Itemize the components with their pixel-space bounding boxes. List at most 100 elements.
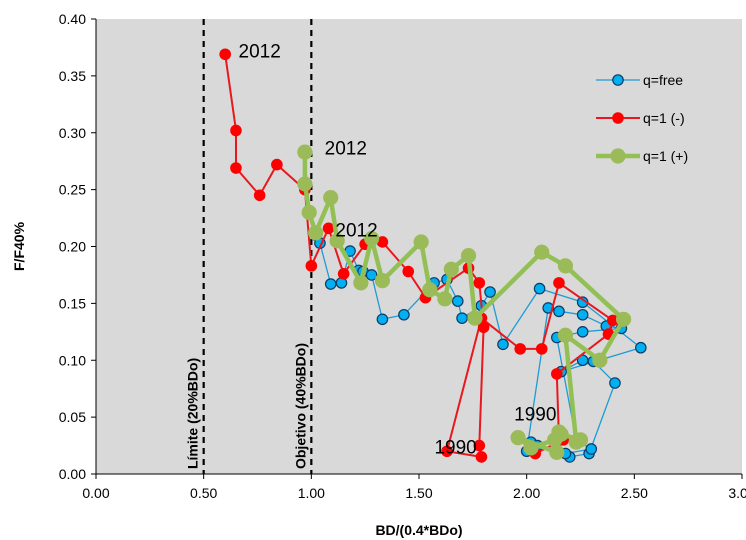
legend-marker <box>612 74 624 86</box>
data-point <box>230 124 242 137</box>
data-point <box>230 162 242 174</box>
data-point <box>576 326 589 338</box>
data-point <box>301 204 317 220</box>
data-point <box>324 278 337 290</box>
data-point <box>533 282 546 295</box>
legend-label: q=1 (+) <box>643 148 688 164</box>
y-tick-label: 0.15 <box>59 295 86 311</box>
x-tick-label: 0.00 <box>82 485 109 501</box>
data-point <box>585 443 598 455</box>
annotations: 2012 2012 2012 1990 1990 <box>239 42 557 459</box>
data-point <box>329 233 345 249</box>
data-point <box>297 144 313 160</box>
data-point <box>473 277 486 289</box>
data-point <box>497 338 509 351</box>
y-axis-title: F/F40% <box>11 221 27 271</box>
y-tick-label: 0.05 <box>59 409 86 425</box>
legend-label: q=1 (-) <box>643 110 685 126</box>
annotation: 2012 <box>239 42 281 63</box>
y-tick-label: 0.20 <box>59 239 86 255</box>
data-point <box>607 314 619 327</box>
data-point <box>451 295 464 307</box>
data-point <box>402 265 415 278</box>
data-point <box>549 444 565 460</box>
y-tick-label: 0.40 <box>59 11 86 27</box>
data-point <box>553 305 565 318</box>
data-point <box>514 343 527 355</box>
data-point <box>576 308 589 321</box>
x-tick-label: 1.00 <box>298 485 325 501</box>
data-point <box>353 275 369 291</box>
legend: q=free q=1 (-) q=1 (+) <box>596 72 688 164</box>
data-point <box>535 343 548 355</box>
annotation: 1990 <box>514 405 556 426</box>
x-tick-label: 3.00 <box>728 485 746 501</box>
data-point <box>337 268 350 280</box>
y-tick-label: 0.30 <box>59 125 86 141</box>
data-point <box>422 282 438 298</box>
data-point <box>443 261 459 277</box>
y-tick-label: 0.00 <box>59 466 86 482</box>
data-point <box>376 236 389 248</box>
data-point <box>557 258 574 274</box>
data-point <box>467 310 483 326</box>
data-point <box>609 377 621 389</box>
data-point <box>441 445 453 458</box>
legend-marker <box>612 112 624 124</box>
data-point <box>413 234 429 250</box>
data-point <box>271 158 283 171</box>
y-tick-label: 0.10 <box>59 352 86 368</box>
data-point <box>510 430 526 446</box>
x-tick-label: 0.50 <box>190 485 217 501</box>
data-point <box>615 311 632 327</box>
data-point <box>475 451 488 463</box>
data-point <box>365 269 378 281</box>
data-point <box>219 48 231 61</box>
y-tick-label: 0.25 <box>59 182 86 198</box>
reference-line-label: Objetivo (40%BDo) <box>292 343 308 469</box>
annotation: 2012 <box>335 220 377 241</box>
data-point <box>364 230 380 247</box>
data-point <box>477 321 490 334</box>
x-tick-label: 1.50 <box>405 485 432 501</box>
data-point <box>634 341 647 354</box>
data-point <box>460 248 477 264</box>
reference-lines: Límite (20%BDo) Objetivo (40%BDo) <box>185 19 313 474</box>
data-point <box>308 225 324 241</box>
x-tick-label: 2.00 <box>513 485 540 501</box>
x-tick-label: 2.50 <box>621 485 648 501</box>
x-axis-ticks: 0.00 0.50 1.00 1.50 2.00 2.50 3.00 <box>82 474 746 501</box>
data-point <box>374 273 390 289</box>
data-point <box>437 291 453 307</box>
data-point <box>547 432 563 448</box>
data-point <box>534 244 550 260</box>
reference-line-label: Límite (20%BDo) <box>185 358 201 469</box>
legend-label: q=free <box>643 72 683 88</box>
data-point <box>323 189 339 206</box>
annotation: 2012 <box>325 138 367 159</box>
data-point <box>473 439 486 452</box>
data-point <box>456 312 468 324</box>
data-point <box>253 189 266 202</box>
data-point <box>551 368 563 380</box>
y-tick-label: 0.35 <box>59 68 86 84</box>
data-point <box>523 440 539 456</box>
series-2 <box>297 144 632 460</box>
data-point <box>592 352 608 368</box>
data-point <box>305 260 318 272</box>
legend-marker <box>610 148 626 164</box>
annotation: 1990 <box>434 438 476 459</box>
series-1 <box>219 48 619 463</box>
x-axis-title: BD/(0.4*BDo) <box>375 522 462 538</box>
series-layer <box>219 48 647 463</box>
data-point <box>297 176 313 192</box>
y-axis-ticks: 0.00 0.05 0.10 0.15 0.20 0.25 0.30 0.35 0.40 <box>59 11 96 482</box>
data-point <box>322 222 335 235</box>
data-point <box>557 327 574 343</box>
data-point <box>484 286 496 298</box>
data-point <box>376 313 389 326</box>
data-point <box>398 308 410 321</box>
data-point <box>572 432 589 448</box>
data-point <box>553 277 565 289</box>
